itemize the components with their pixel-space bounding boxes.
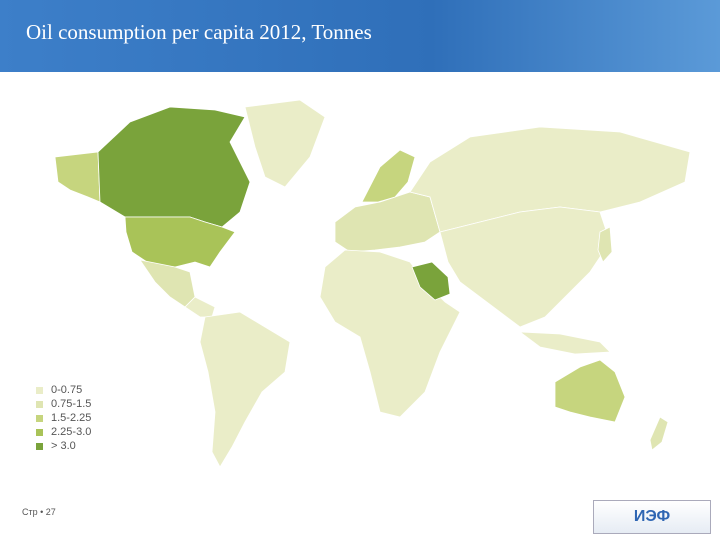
title: Oil consumption per capita 2012, Tonnes xyxy=(26,20,372,44)
legend-swatch xyxy=(36,428,43,436)
legend-swatch xyxy=(36,386,43,394)
legend-label: 0-0.75 xyxy=(51,384,83,396)
south-america xyxy=(199,311,291,468)
legend-label: 2.25-3.0 xyxy=(51,426,92,438)
legend-swatch xyxy=(36,414,43,422)
japan xyxy=(597,226,613,263)
legend-item: 0.75-1.5 xyxy=(36,397,91,411)
legend-item: 2.25-3.0 xyxy=(36,425,91,439)
legend-item: 0-0.75 xyxy=(36,383,91,397)
legend-item: 1.5-2.25 xyxy=(36,411,91,425)
australia xyxy=(554,359,626,423)
page-number: Стр • 27 xyxy=(22,507,56,517)
legend-label: > 3.0 xyxy=(51,440,76,452)
legend-label: 1.5-2.25 xyxy=(51,412,92,424)
world-map xyxy=(54,99,691,468)
indonesia xyxy=(518,331,611,355)
legend-label: 0.75-1.5 xyxy=(51,398,92,410)
new-zealand xyxy=(649,416,669,451)
alaska xyxy=(54,151,101,203)
usa xyxy=(124,216,236,268)
scandinavia xyxy=(361,149,416,203)
legend-swatch xyxy=(36,400,43,408)
central-america xyxy=(184,296,216,318)
legend-swatch xyxy=(36,442,43,450)
canada xyxy=(97,106,251,228)
asia xyxy=(439,206,611,328)
legend: 0-0.75 0.75-1.5 1.5-2.25 2.25-3.0 > 3.0 xyxy=(36,383,91,453)
mexico xyxy=(139,259,196,308)
greenland xyxy=(244,99,326,188)
saudi-arabia xyxy=(411,261,451,301)
logo-button[interactable]: ИЭФ xyxy=(593,500,711,534)
header-bar xyxy=(0,0,720,72)
legend-item: > 3.0 xyxy=(36,439,91,453)
europe xyxy=(334,191,441,253)
